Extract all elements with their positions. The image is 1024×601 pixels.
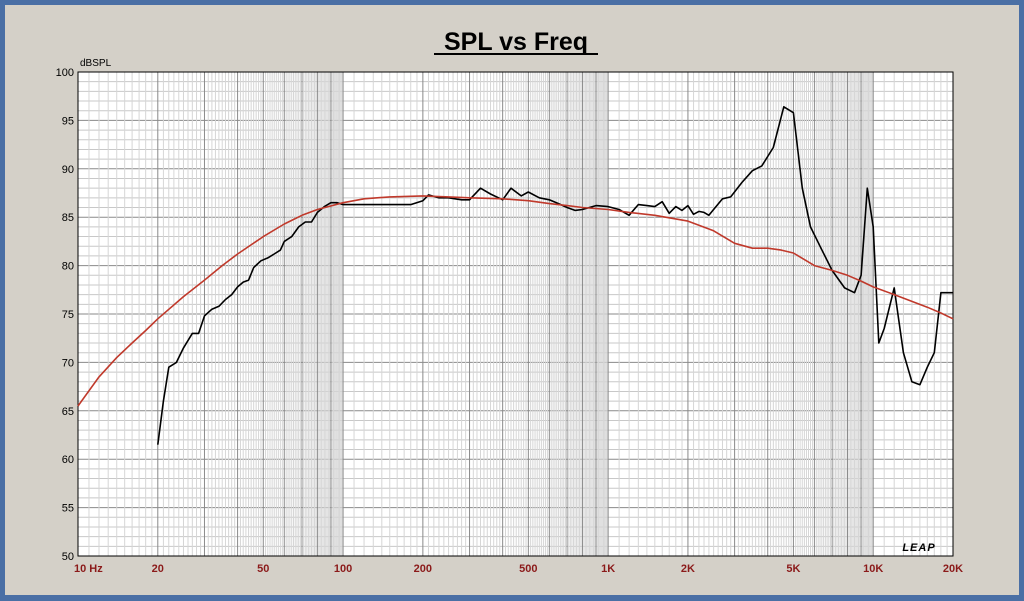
spl-chart: SPL vs Freq dBSPL 100 95 90 85 80 75 70 65 60 55 5… — [56, 28, 964, 575]
x-tick-label: 20K — [943, 563, 963, 575]
y-tick-label: 55 — [62, 503, 74, 515]
y-tick-label: 85 — [62, 212, 74, 224]
y-tick-labels: 100 95 90 85 80 75 70 65 60 55 50 — [56, 67, 74, 563]
y-tick-label: 80 — [62, 261, 74, 273]
spl-model-line — [77, 195, 954, 407]
y-tick-label: 100 — [56, 67, 74, 79]
x-tick-label: 1K — [601, 563, 615, 575]
grid — [77, 71, 954, 557]
x-tick-label: 100 — [334, 563, 352, 575]
y-tick-label: 50 — [62, 551, 74, 563]
x-tick-label: 50 — [257, 563, 269, 575]
x-tick-labels: 10 Hz 20 50 100 200 500 1K 2K 5K 10K 20K — [74, 563, 963, 575]
x-tick-label: 200 — [414, 563, 432, 575]
y-tick-label: 75 — [62, 309, 74, 321]
leap-logo: LEAP — [902, 542, 935, 554]
y-tick-label: 70 — [62, 357, 74, 369]
x-tick-label: 10K — [863, 563, 883, 575]
x-tick-label: 5K — [786, 563, 800, 575]
spl-measured-line — [157, 106, 953, 445]
x-tick-label: 10 Hz — [74, 563, 103, 575]
series-layer — [77, 106, 954, 445]
x-tick-label: 20 — [152, 563, 164, 575]
y-tick-label: 60 — [62, 454, 74, 466]
x-tick-label: 2K — [681, 563, 695, 575]
x-tick-label: 500 — [519, 563, 537, 575]
y-tick-label: 90 — [62, 164, 74, 176]
y-tick-label: 95 — [62, 115, 74, 127]
y-tick-label: 65 — [62, 406, 74, 418]
chart-title: SPL vs Freq — [444, 28, 588, 56]
y-axis-label: dBSPL — [80, 58, 112, 69]
plot-border — [77, 71, 954, 557]
